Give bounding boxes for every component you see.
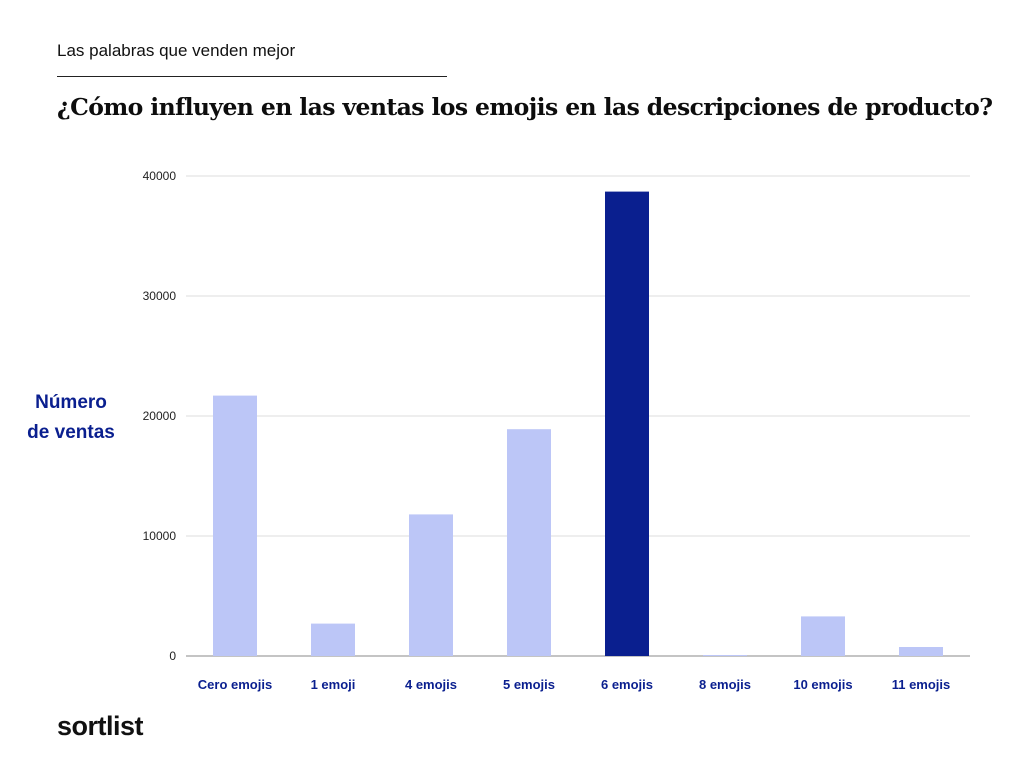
section-kicker: Las palabras que venden mejor: [57, 41, 296, 60]
bar: [899, 647, 943, 656]
bar: [311, 623, 355, 656]
bar: [409, 514, 453, 656]
y-tick-label: 30000: [143, 289, 177, 303]
x-tick-label: 6 emojis: [601, 677, 653, 692]
bar: [213, 395, 257, 656]
x-tick-label: 1 emoji: [311, 677, 356, 692]
x-tick-label: 11 emojis: [892, 677, 951, 692]
bar: [507, 429, 551, 656]
x-tick-label: 8 emojis: [699, 677, 751, 692]
bar: [801, 616, 845, 656]
x-tick-label: 4 emojis: [405, 677, 457, 692]
sortlist-logo: sortlist: [57, 711, 144, 741]
header-divider: [57, 76, 447, 77]
y-tick-label: 0: [169, 649, 176, 663]
y-tick-label: 10000: [143, 529, 177, 543]
y-tick-label: 40000: [143, 169, 177, 183]
x-tick-label: 10 emojis: [793, 677, 852, 692]
bar: [605, 191, 649, 656]
bar: [703, 655, 747, 656]
y-axis-label: Número de ventas: [27, 392, 115, 443]
y-tick-label: 20000: [143, 409, 177, 423]
x-tick-label: Cero emojis: [198, 677, 272, 692]
chart-title: ¿Cómo influyen en las ventas los emojis …: [57, 93, 993, 121]
x-tick-label: 5 emojis: [503, 677, 555, 692]
